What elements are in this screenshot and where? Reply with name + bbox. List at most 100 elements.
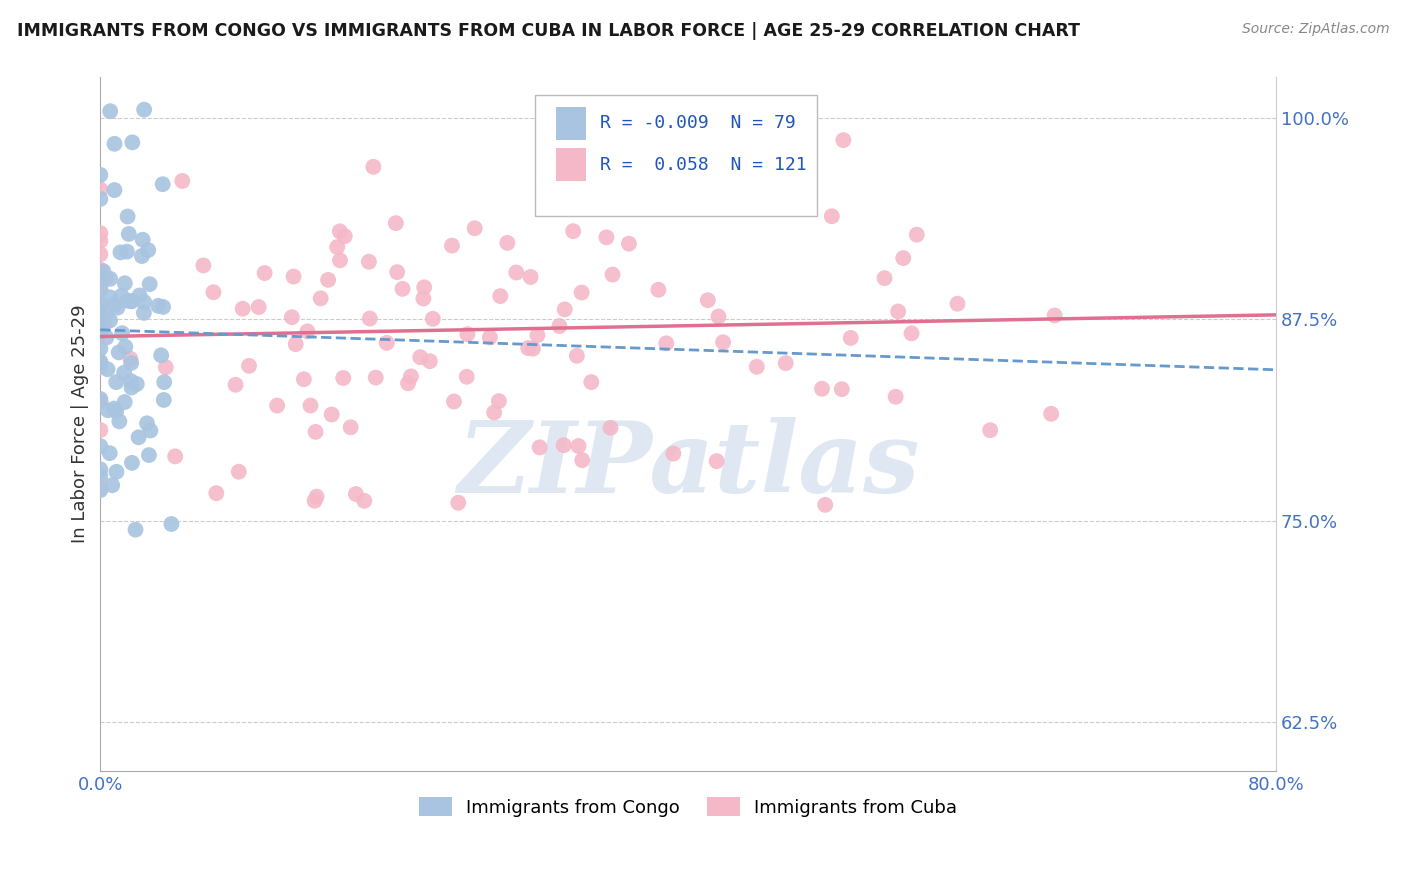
Point [131,249,153,263]
Point [94,270,117,285]
Point [529,441,551,455]
Point [103,401,125,416]
Point [316,273,339,287]
Point [385,216,408,230]
Point [814,498,837,512]
Point [107,345,129,359]
Point [599,421,621,435]
Point [253,266,276,280]
Point [89,423,111,437]
Point [96,362,118,376]
Point [440,238,463,252]
Point [89,262,111,277]
Point [482,405,505,419]
Text: ZIPatlas: ZIPatlas [457,417,920,514]
Point [292,372,315,386]
Point [595,230,617,244]
Point [89,357,111,371]
Point [364,370,387,384]
Point [548,319,571,334]
Point [98,446,121,460]
Point [456,327,478,342]
Point [655,336,678,351]
Point [979,423,1001,437]
Point [96,330,118,344]
Point [89,439,111,453]
Point [489,289,512,303]
Text: Source: ZipAtlas.com: Source: ZipAtlas.com [1241,22,1389,37]
Point [581,375,603,389]
FancyBboxPatch shape [557,106,586,140]
Point [89,298,111,312]
Point [359,311,381,326]
Text: R =  0.058  N = 121: R = 0.058 N = 121 [600,156,807,174]
Point [900,326,922,341]
Point [98,272,121,286]
Point [247,300,270,314]
Point [353,493,375,508]
Point [89,282,111,296]
Point [205,486,228,500]
Point [396,376,419,391]
Point [89,322,111,336]
Point [165,450,187,464]
Point [89,281,111,295]
Point [617,236,640,251]
Point [519,270,541,285]
Point [115,244,138,259]
Point [108,414,131,428]
Point [193,259,215,273]
Point [120,351,142,366]
Point [647,283,669,297]
Point [363,160,385,174]
Point [745,359,768,374]
Point [148,299,170,313]
Point [103,136,125,151]
Point [124,523,146,537]
Point [884,390,907,404]
Point [120,294,142,309]
Point [150,348,173,362]
Point [887,304,910,318]
Point [160,516,183,531]
Point [305,490,328,504]
Point [152,392,174,407]
Point [832,133,855,147]
Point [104,297,127,311]
Point [96,305,118,319]
Point [105,465,128,479]
FancyBboxPatch shape [557,148,586,181]
Point [905,227,928,242]
Point [602,268,624,282]
Point [89,360,111,375]
Point [117,210,139,224]
Point [125,376,148,391]
Point [114,340,136,354]
Point [281,310,304,325]
Point [413,280,436,294]
Point [138,277,160,292]
Point [821,209,844,223]
Point [107,301,129,315]
Point [399,369,422,384]
Point [121,380,143,394]
Point [172,174,194,188]
Point [391,282,413,296]
Point [89,192,111,206]
Point [136,243,159,257]
Point [89,392,111,406]
Point [114,277,136,291]
Point [412,292,434,306]
Point [409,350,432,364]
Point [101,478,124,492]
Point [775,356,797,370]
Point [136,417,159,431]
Point [1043,309,1066,323]
Point [114,395,136,409]
Point [153,375,176,389]
Point [232,301,254,316]
Point [488,394,510,409]
Point [98,290,121,304]
Point [706,454,728,468]
Point [110,289,132,303]
